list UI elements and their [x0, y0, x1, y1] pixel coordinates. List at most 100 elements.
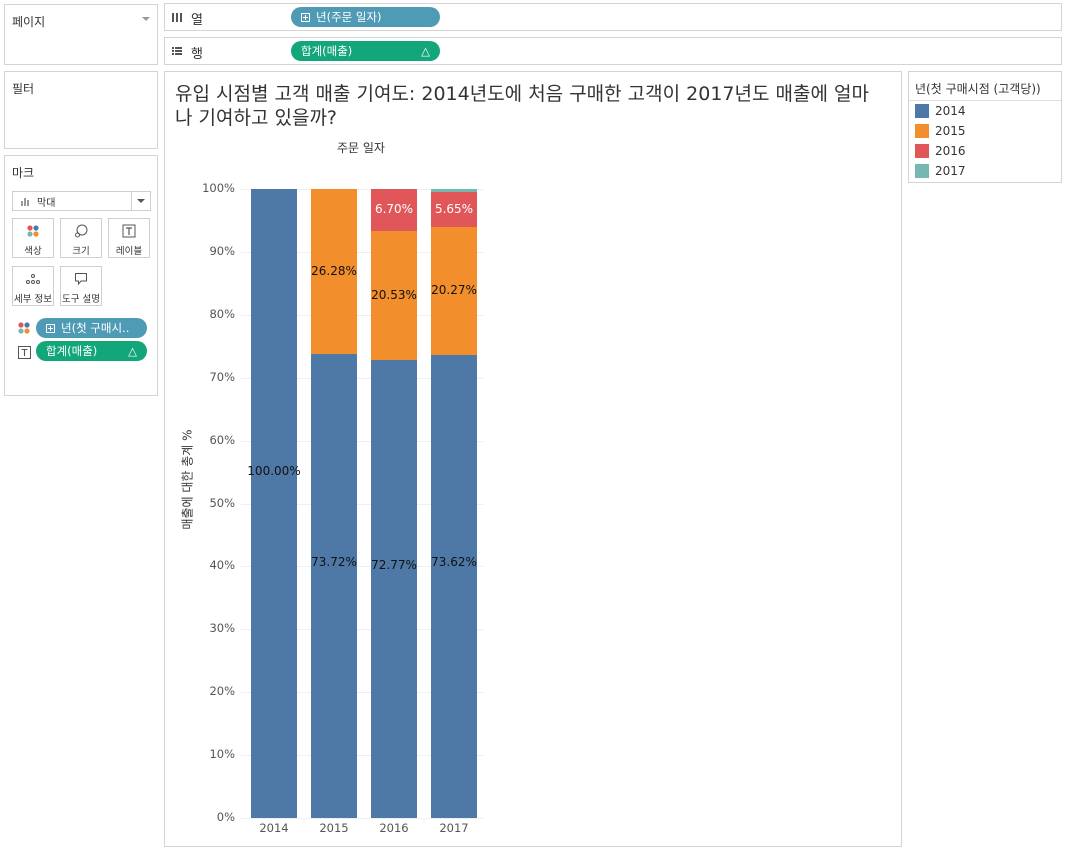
rows-field-pill[interactable]: 합계(매출) △ — [291, 41, 440, 61]
legend-swatch — [915, 144, 929, 158]
bar-data-label: 73.72% — [311, 554, 357, 569]
size-button[interactable]: 크기 — [60, 218, 102, 258]
table-calc-delta-icon: △ — [128, 344, 137, 358]
bar-segment-2017-2017[interactable] — [431, 189, 477, 192]
y-tick-label: 90% — [209, 244, 235, 258]
gridline — [241, 252, 483, 253]
label-field-pill[interactable]: 합계(매출) △ — [36, 341, 147, 361]
legend-item-2016[interactable]: 2016 — [915, 144, 966, 158]
y-tick-label: 30% — [209, 621, 235, 635]
pages-card-title: 페이지 — [12, 15, 46, 29]
color-dots-icon — [13, 224, 53, 238]
detail-dots-icon — [13, 272, 53, 286]
bar-segment-2014-2014[interactable] — [251, 189, 297, 818]
gridline — [241, 566, 483, 567]
bar-data-label: 20.53% — [371, 287, 417, 302]
x-tick-label: 2016 — [379, 821, 409, 835]
legend-item-label: 2015 — [935, 124, 966, 138]
bar-data-label: 5.65% — [434, 201, 474, 216]
size-icon — [61, 224, 101, 238]
tooltip-icon — [61, 272, 101, 286]
y-tick-label: 10% — [209, 747, 235, 761]
bar-segment-2016-2015[interactable] — [371, 231, 417, 361]
y-tick-label: 100% — [202, 181, 235, 195]
label-field-pill-label: 합계(매출) — [46, 344, 98, 358]
color-button[interactable]: 색상 — [12, 218, 54, 258]
pages-card: 페이지 — [4, 4, 158, 65]
mark-type-dropdown[interactable]: 막대 — [12, 191, 151, 211]
table-calc-delta-icon: △ — [421, 44, 430, 58]
marks-card-title: 마크 — [12, 166, 35, 180]
gridline — [241, 629, 483, 630]
legend-item-label: 2014 — [935, 104, 966, 118]
bar-data-label: 6.70% — [374, 202, 414, 217]
gridline — [241, 189, 483, 190]
color-field-pill[interactable]: 년(첫 구매시.. — [36, 318, 147, 338]
y-tick-label: 80% — [209, 307, 235, 321]
y-tick-label: 20% — [209, 684, 235, 698]
gridline — [241, 441, 483, 442]
rows-shelf-label: 행 — [191, 47, 203, 62]
bar-segment-2015-2015[interactable] — [311, 189, 357, 355]
chevron-down-icon[interactable] — [142, 17, 150, 21]
columns-icon — [171, 11, 183, 27]
bar-segment-2016-2014[interactable] — [371, 360, 417, 818]
columns-field-pill[interactable]: 년(주문 일자) — [291, 7, 440, 27]
legend-item-label: 2016 — [935, 144, 966, 158]
detail-button-label: 세부 정보 — [14, 294, 52, 305]
bar-data-label: 73.62% — [431, 555, 477, 570]
legend-swatch — [915, 124, 929, 138]
y-tick-label: 70% — [209, 370, 235, 384]
bar-segment-2017-2014[interactable] — [431, 354, 477, 818]
legend-item-2015[interactable]: 2015 — [915, 124, 966, 138]
gridline — [241, 315, 483, 316]
legend-swatch — [915, 164, 929, 178]
x-tick-label: 2014 — [259, 821, 289, 835]
bar-segment-2016-2016[interactable] — [371, 189, 417, 232]
expand-plus-icon[interactable] — [46, 323, 55, 333]
gridline — [241, 504, 483, 505]
chevron-down-icon — [137, 199, 145, 203]
filters-card-title: 필터 — [12, 82, 35, 96]
label-button[interactable]: 레이블 — [108, 218, 150, 258]
x-tick-label: 2017 — [439, 821, 469, 835]
label-button-label: 레이블 — [115, 246, 143, 257]
bar-data-label: 20.27% — [431, 283, 477, 298]
marks-card: 마크 막대 색상 크기 레이블 세부 정보 — [4, 155, 158, 396]
worksheet-view: 유입 시점별 고객 매출 기여도: 2014년도에 처음 구매한 고객이 201… — [164, 71, 902, 847]
columns-shelf: 열 년(주문 일자) — [164, 3, 1062, 31]
tooltip-button[interactable]: 도구 설명 — [60, 266, 102, 306]
mark-type-value: 막대 — [37, 197, 56, 209]
rows-icon — [171, 45, 183, 61]
gridline — [241, 692, 483, 693]
detail-button[interactable]: 세부 정보 — [12, 266, 54, 306]
legend-item-2017[interactable]: 2017 — [915, 164, 966, 178]
color-button-label: 색상 — [24, 246, 42, 257]
text-label-icon — [109, 224, 149, 238]
legend-item-label: 2017 — [935, 164, 966, 178]
legend-title: 년(첫 구매시점 (고객당)) — [915, 82, 1041, 96]
gridline — [241, 818, 483, 819]
bar-data-label: 26.28% — [311, 263, 357, 278]
color-legend: 년(첫 구매시점 (고객당)) 2014 2015 2016 2017 — [908, 71, 1062, 183]
color-field-pill-label: 년(첫 구매시.. — [61, 321, 130, 335]
bar-segment-2017-2016[interactable] — [431, 191, 477, 228]
size-button-label: 크기 — [72, 246, 90, 257]
plot-area: 0% 10% 20% 30% 40% 50% 60% 70% 80% 90% 100% 100.00%… — [165, 72, 903, 848]
columns-shelf-label: 열 — [191, 13, 203, 28]
text-label-icon — [18, 344, 31, 363]
filters-card: 필터 — [4, 71, 158, 149]
legend-item-2014[interactable]: 2014 — [915, 104, 966, 118]
y-tick-label: 40% — [209, 558, 235, 572]
bar-segment-2015-2014[interactable] — [311, 354, 357, 818]
bar-data-label: 100.00% — [247, 464, 301, 479]
bar-data-label: 72.77% — [371, 558, 417, 573]
tooltip-button-label: 도구 설명 — [62, 294, 100, 305]
expand-plus-icon[interactable] — [301, 12, 310, 22]
rows-field-pill-label: 합계(매출) — [301, 44, 353, 58]
rows-shelf: 행 합계(매출) △ — [164, 37, 1062, 65]
legend-swatch — [915, 104, 929, 118]
bar-segment-2017-2015[interactable] — [431, 227, 477, 355]
y-tick-label: 50% — [209, 496, 235, 510]
y-tick-label: 60% — [209, 433, 235, 447]
